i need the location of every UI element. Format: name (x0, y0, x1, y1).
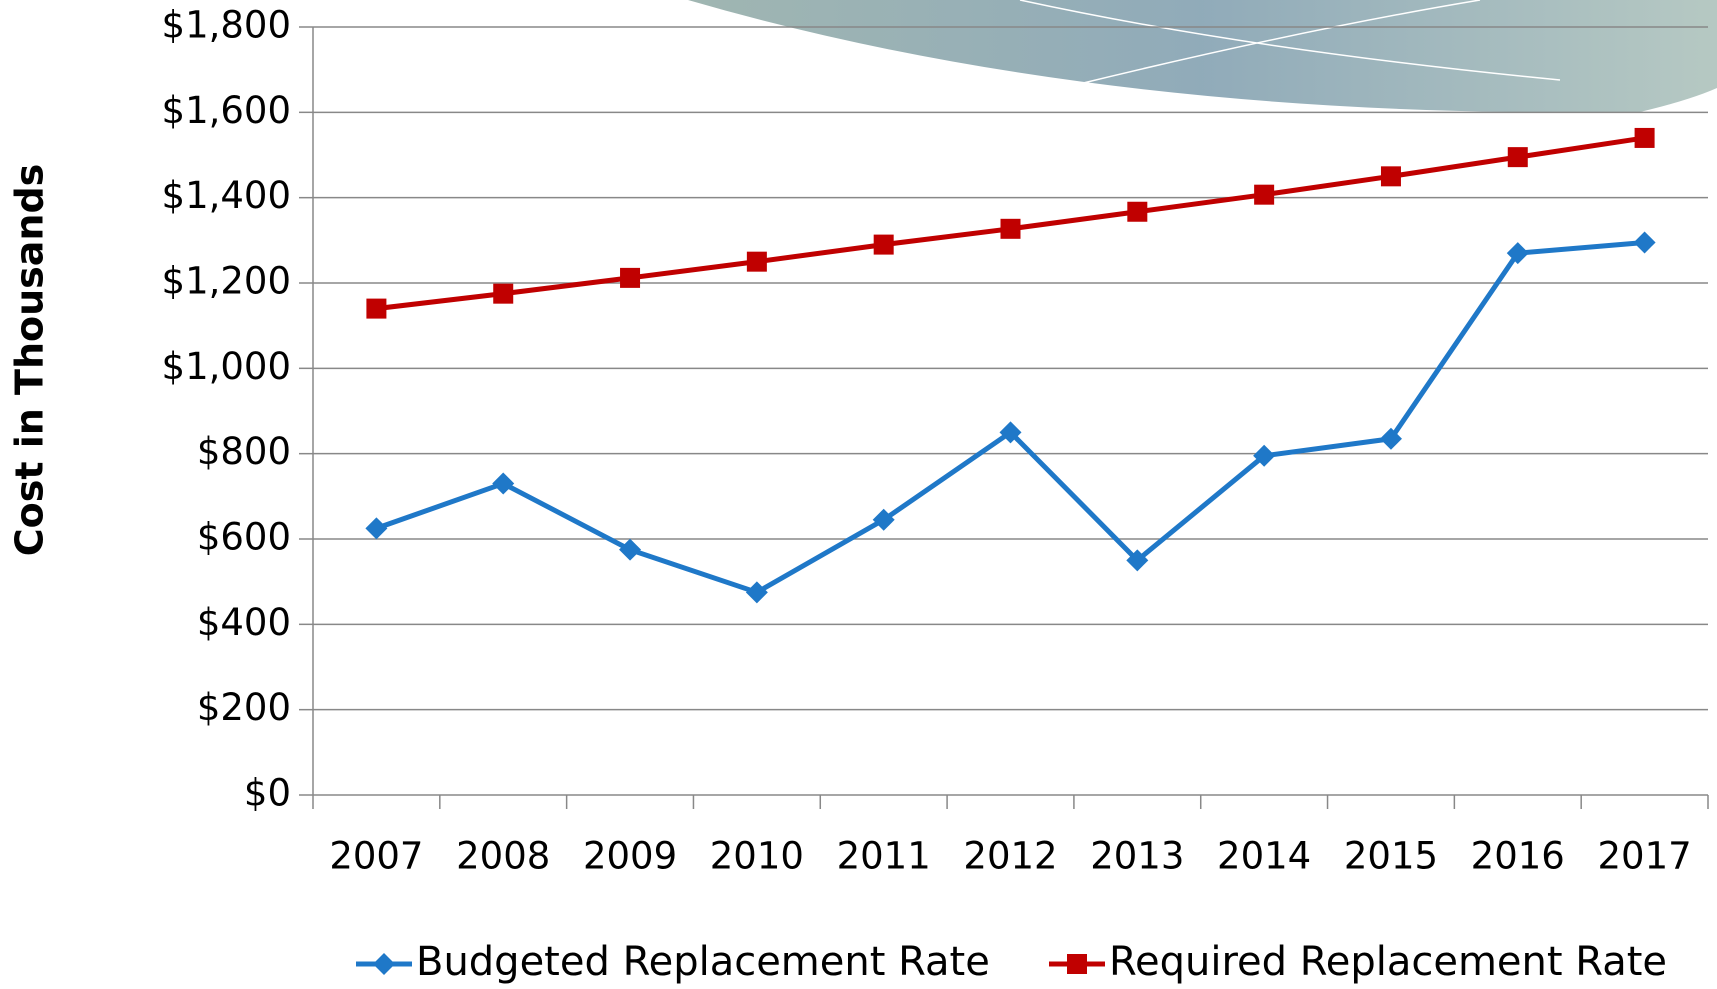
y-tick-label: $1,200 (162, 260, 291, 303)
y-tick-label: $1,600 (162, 89, 291, 132)
marker (620, 268, 640, 288)
marker (1254, 185, 1274, 205)
marker (747, 252, 767, 272)
y-tick-label: $400 (197, 601, 291, 644)
marker (365, 517, 387, 539)
x-tick-label: 2014 (1217, 835, 1311, 878)
y-tick-label: $800 (197, 430, 291, 473)
x-tick-label: 2013 (1090, 835, 1184, 878)
x-tick-label: 2012 (963, 835, 1057, 878)
y-tick-label: $1,800 (162, 4, 291, 47)
x-tick-label: 2016 (1471, 835, 1565, 878)
marker (1508, 147, 1528, 167)
y-axis-title: Cost in Thousands (8, 164, 52, 557)
marker (1635, 128, 1655, 148)
legend-label: Required Replacement Rate (1109, 939, 1667, 985)
x-tick-label: 2008 (456, 835, 550, 878)
page: {"chart_data": {"type": "line", "y_label… (0, 0, 1717, 989)
x-tick-label: 2007 (329, 835, 423, 878)
marker (493, 284, 513, 304)
legend-label: Budgeted Replacement Rate (416, 939, 990, 985)
y-tick-label: $200 (197, 686, 291, 729)
marker (619, 539, 641, 561)
marker (1634, 231, 1656, 253)
marker (746, 581, 768, 603)
x-tick-label: 2015 (1344, 835, 1438, 878)
marker (373, 953, 395, 975)
y-tick-label: $0 (244, 772, 291, 815)
marker (874, 235, 894, 255)
chart: Cost in Thousands $0 $200 $400 $600 $800 $1,0… (0, 0, 1717, 989)
y-tick-label: $1,000 (162, 345, 291, 388)
x-tick-label: 2017 (1598, 835, 1692, 878)
series-line (376, 242, 1644, 592)
x-tick-label: 2011 (837, 835, 931, 878)
y-tick-label: $1,400 (162, 174, 291, 217)
marker (1127, 202, 1147, 222)
marker (1001, 219, 1021, 239)
marker (1381, 166, 1401, 186)
y-tick-label: $600 (197, 516, 291, 559)
decorative-swoosh (688, 0, 1717, 113)
x-tick-label: 2010 (710, 835, 804, 878)
marker (366, 299, 386, 319)
x-tick-label: 2009 (583, 835, 677, 878)
marker (1067, 954, 1087, 974)
marker (492, 473, 514, 495)
